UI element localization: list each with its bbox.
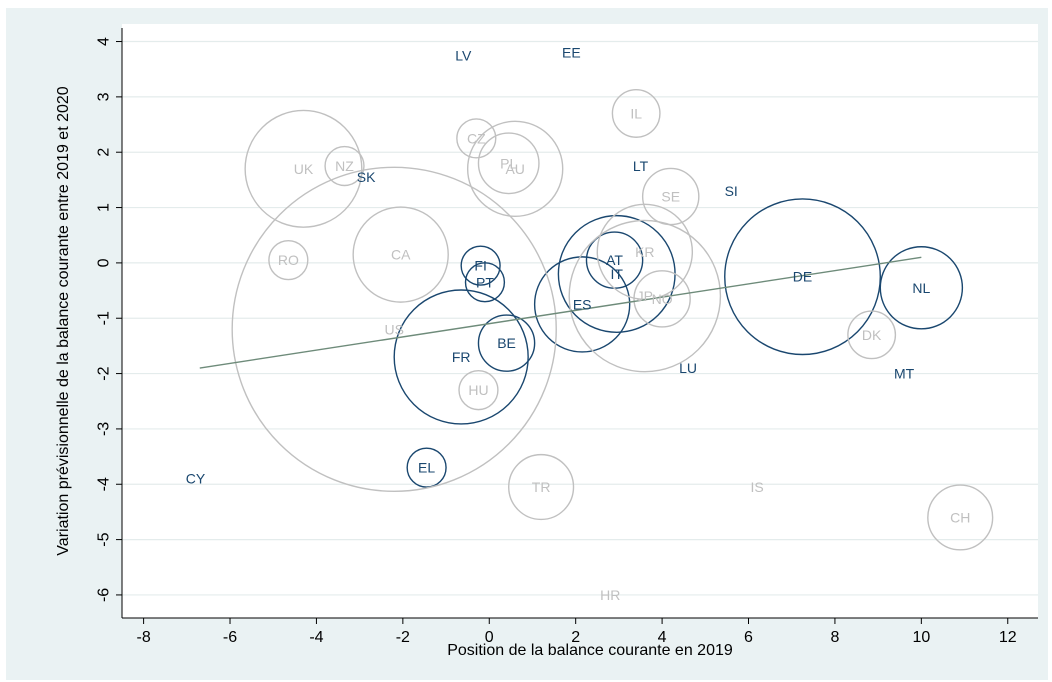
x-tick-label: -8 — [136, 629, 150, 646]
point-label-se: SE — [661, 188, 680, 204]
point-label-nl: NL — [912, 280, 930, 296]
bubble-ca — [352, 206, 449, 303]
plot-background — [122, 24, 1038, 618]
bubble-es — [533, 256, 631, 353]
point-label-de: DE — [793, 269, 812, 285]
bubble-be — [477, 314, 536, 372]
point-label-lt: LT — [633, 158, 649, 174]
bubble-el — [406, 447, 447, 488]
bubble-pt — [464, 262, 506, 303]
point-label-uk: UK — [294, 161, 314, 177]
point-label-pl: PL — [500, 155, 517, 171]
bubble-us — [231, 166, 557, 493]
point-label-is: IS — [751, 479, 764, 495]
x-tick-label: -4 — [309, 629, 323, 646]
x-tick-label: 6 — [744, 629, 753, 646]
x-tick-label: 12 — [999, 629, 1017, 646]
x-tick-label: 8 — [830, 629, 839, 646]
point-label-hu: HU — [468, 382, 488, 398]
x-tick-label: -6 — [223, 629, 237, 646]
bubble-pl — [477, 132, 540, 195]
bubble-no — [633, 270, 691, 328]
y-tick-label: 3 — [96, 92, 113, 101]
bubble-nz — [324, 145, 365, 187]
y-tick-label: -1 — [96, 311, 113, 325]
x-tick-label: 0 — [485, 629, 494, 646]
point-label-cz: CZ — [467, 130, 486, 146]
y-tick-label: -5 — [96, 532, 113, 546]
bubble-fr — [393, 289, 529, 425]
bubble-nl — [879, 246, 964, 330]
bubble-au — [466, 120, 564, 218]
point-label-jp: JP — [637, 288, 653, 304]
point-label-es: ES — [573, 296, 592, 312]
point-label-us: US — [384, 321, 403, 337]
y-axis-title: Variation prévisionnelle de la balance c… — [55, 86, 72, 555]
point-label-dk: DK — [862, 327, 882, 343]
y-tick-label: -3 — [96, 422, 113, 436]
point-label-sk: SK — [357, 169, 376, 185]
point-label-ch: CH — [950, 509, 970, 525]
point-label-kr: KR — [635, 244, 654, 260]
y-tick-label: 1 — [96, 203, 113, 212]
bubble-dk — [847, 310, 897, 360]
point-label-hr: HR — [600, 587, 620, 603]
point-label-au: AU — [505, 161, 524, 177]
x-tick-label: 10 — [912, 629, 930, 646]
bubble-il — [611, 89, 661, 138]
point-label-at: AT — [606, 252, 623, 268]
y-tick-label: -2 — [96, 366, 113, 380]
bubble-cz — [456, 118, 497, 159]
point-label-si: SI — [725, 183, 738, 199]
x-tick-label: -2 — [396, 629, 410, 646]
bubble-uk — [244, 109, 363, 228]
point-label-tr: TR — [532, 479, 551, 495]
x-tick-label: 4 — [658, 629, 667, 646]
y-tick-label: -4 — [96, 477, 113, 491]
x-tick-label: 2 — [571, 629, 580, 646]
bubble-jp — [568, 219, 722, 373]
point-label-el: EL — [418, 460, 435, 476]
point-label-ee: EE — [562, 45, 581, 61]
y-tick-label: 0 — [96, 258, 113, 267]
x-axis-title: Position de la balance courante en 2019 — [447, 642, 733, 659]
point-label-be: BE — [497, 335, 516, 351]
fit-line-layer — [199, 256, 922, 369]
bubble-ch — [927, 484, 994, 551]
y-tick-label: 2 — [96, 148, 113, 157]
point-label-nz: NZ — [335, 158, 354, 174]
point-label-il: IL — [630, 105, 642, 121]
point-label-ca: CA — [391, 247, 411, 263]
bubbles-layer — [231, 89, 994, 551]
bubble-ro — [268, 239, 309, 281]
y-tick-label: -6 — [96, 588, 113, 602]
point-label-pt: PT — [476, 274, 494, 290]
point-label-cy: CY — [186, 471, 206, 487]
y-tick-label: 4 — [96, 37, 113, 46]
bubble-tr — [508, 453, 575, 521]
fit-line — [199, 256, 922, 369]
bubble-hu — [458, 370, 499, 411]
bubble-de — [724, 198, 881, 356]
point-label-lv: LV — [455, 47, 472, 63]
point-label-lu: LU — [679, 360, 697, 376]
point-label-fi: FI — [474, 258, 486, 274]
point-label-mt: MT — [894, 366, 915, 382]
point-label-fr: FR — [452, 349, 471, 365]
point-label-ro: RO — [278, 252, 299, 268]
grid-lines — [122, 40, 1038, 596]
bubble-fi — [460, 245, 501, 286]
point-label-it: IT — [610, 266, 623, 282]
point-label-no: NO — [652, 291, 673, 307]
